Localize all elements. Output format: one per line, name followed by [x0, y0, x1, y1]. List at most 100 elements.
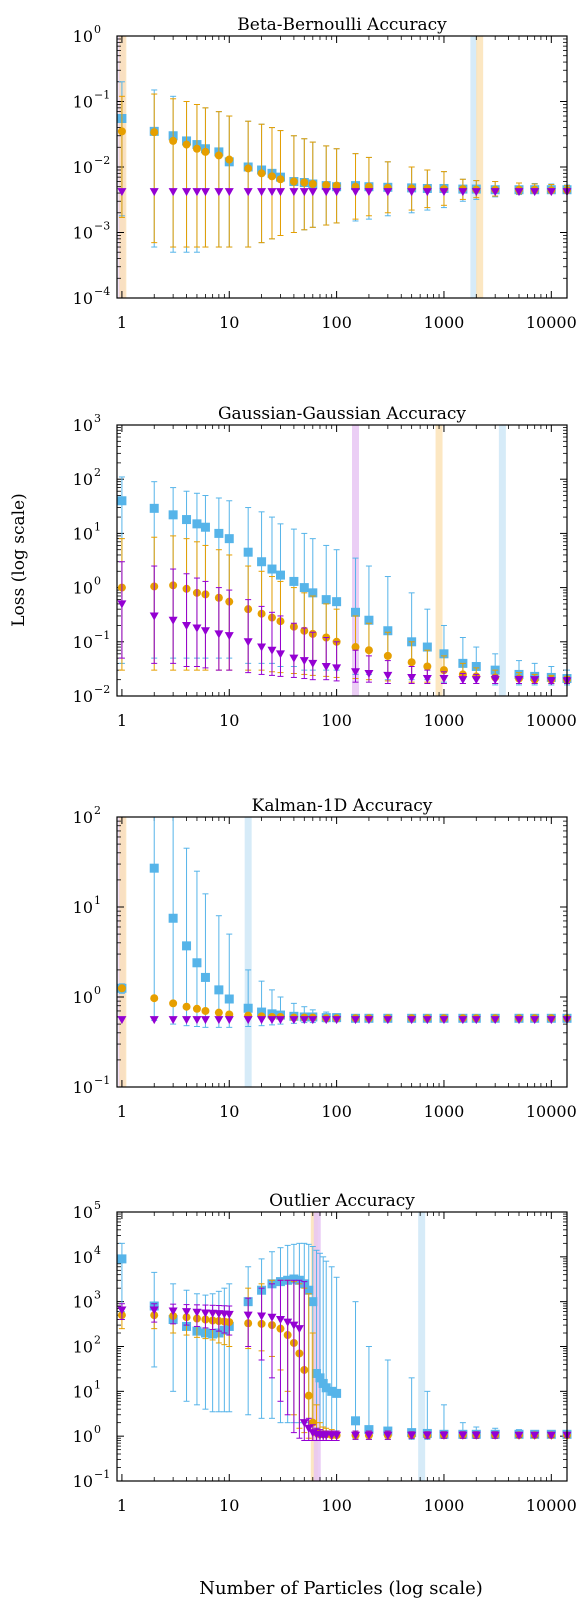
data-point	[439, 188, 449, 197]
data-point	[332, 1431, 342, 1440]
data-point	[243, 188, 253, 197]
data-point	[150, 994, 159, 1003]
plot-frame	[116, 35, 568, 299]
data-point	[257, 1007, 267, 1017]
data-point	[289, 188, 299, 197]
chart-title: Beta-Bernoulli Accuracy	[237, 15, 447, 35]
data-point	[364, 646, 373, 655]
data-point	[243, 1003, 253, 1013]
y-tick-label: 10	[73, 1382, 93, 1401]
data-point	[289, 177, 298, 186]
y-tick-exponent: 0	[94, 984, 101, 997]
data-point	[321, 1383, 331, 1393]
data-point	[224, 632, 234, 641]
data-point	[490, 188, 500, 197]
data-point	[383, 1016, 393, 1025]
data-point	[308, 659, 318, 668]
chart-title: Kalman-1D Accuracy	[252, 796, 433, 816]
data-point	[168, 188, 178, 197]
data-point	[289, 654, 299, 663]
data-point	[530, 676, 540, 685]
data-point	[182, 941, 192, 951]
y-tick-label: 10	[73, 898, 93, 917]
data-point	[439, 675, 449, 684]
data-point	[214, 1016, 224, 1025]
data-point	[439, 1016, 449, 1025]
data-point	[267, 1313, 277, 1322]
y-tick-exponent: 0	[94, 1423, 101, 1436]
data-point	[308, 1016, 318, 1025]
x-tick-label: 1	[117, 1102, 127, 1121]
series-purple	[117, 1279, 572, 1442]
y-tick-label: 10	[73, 93, 93, 112]
data-point	[149, 1306, 159, 1315]
data-point	[304, 1424, 314, 1433]
y-tick-label: 10	[73, 289, 93, 308]
data-point	[383, 1431, 393, 1440]
y-tick-exponent: 0	[94, 23, 101, 36]
data-point	[364, 188, 374, 197]
data-point	[224, 1016, 234, 1025]
data-point	[275, 188, 285, 197]
data-point	[117, 496, 127, 506]
y-tick-label: 10	[73, 579, 93, 598]
data-point	[224, 534, 234, 544]
data-point	[308, 588, 318, 598]
highlight-band	[498, 425, 506, 696]
data-point	[514, 188, 524, 197]
data-point	[192, 624, 202, 633]
data-point	[383, 651, 392, 660]
data-point	[182, 515, 192, 525]
data-point	[257, 169, 266, 178]
data-point	[422, 188, 432, 197]
y-tick-label: 10	[73, 1338, 93, 1357]
data-point	[332, 181, 341, 190]
chart-title: Gaussian-Gaussian Accuracy	[218, 404, 466, 424]
data-point	[182, 140, 191, 149]
data-point	[299, 1419, 309, 1428]
data-point	[351, 188, 361, 197]
data-point	[224, 994, 234, 1004]
data-point	[201, 1006, 210, 1015]
y-tick-exponent: 3	[94, 1289, 101, 1302]
data-point	[351, 607, 361, 617]
y-axis-label: Loss (log scale)	[9, 493, 29, 626]
x-tick-label: 1000	[424, 313, 465, 332]
data-point	[275, 570, 285, 580]
data-point	[283, 1318, 293, 1327]
data-point	[471, 676, 481, 685]
y-tick-label: 10	[73, 808, 93, 827]
data-point	[257, 1016, 267, 1025]
y-tick-label: 10	[73, 633, 93, 652]
data-point	[243, 638, 253, 647]
y-tick-exponent: −1	[94, 1074, 110, 1087]
data-point	[304, 1285, 314, 1295]
data-point	[332, 1016, 342, 1025]
data-point	[422, 642, 432, 652]
x-tick-label: 1000	[424, 1496, 465, 1515]
highlight-band	[119, 817, 127, 1087]
series-blue	[117, 816, 572, 1028]
data-point	[327, 1386, 337, 1396]
data-point	[439, 1431, 449, 1440]
data-point	[546, 188, 556, 197]
data-point	[351, 1416, 361, 1426]
data-point	[214, 985, 224, 995]
highlight-band	[476, 36, 484, 298]
data-point	[364, 1431, 374, 1440]
data-point	[458, 676, 468, 685]
data-point	[257, 643, 267, 652]
data-point	[530, 1016, 540, 1025]
data-point	[458, 188, 468, 197]
x-tick-label: 100	[321, 711, 352, 730]
x-tick-label: 1000	[424, 1102, 465, 1121]
data-point	[168, 510, 178, 520]
data-point	[300, 178, 309, 187]
highlight-band	[313, 1212, 321, 1481]
y-tick-exponent: 1	[94, 520, 101, 533]
data-point	[149, 188, 159, 197]
y-tick-exponent: 2	[94, 466, 101, 479]
x-tick-label: 1	[117, 1496, 127, 1515]
data-point	[168, 616, 178, 625]
data-point	[200, 627, 210, 636]
